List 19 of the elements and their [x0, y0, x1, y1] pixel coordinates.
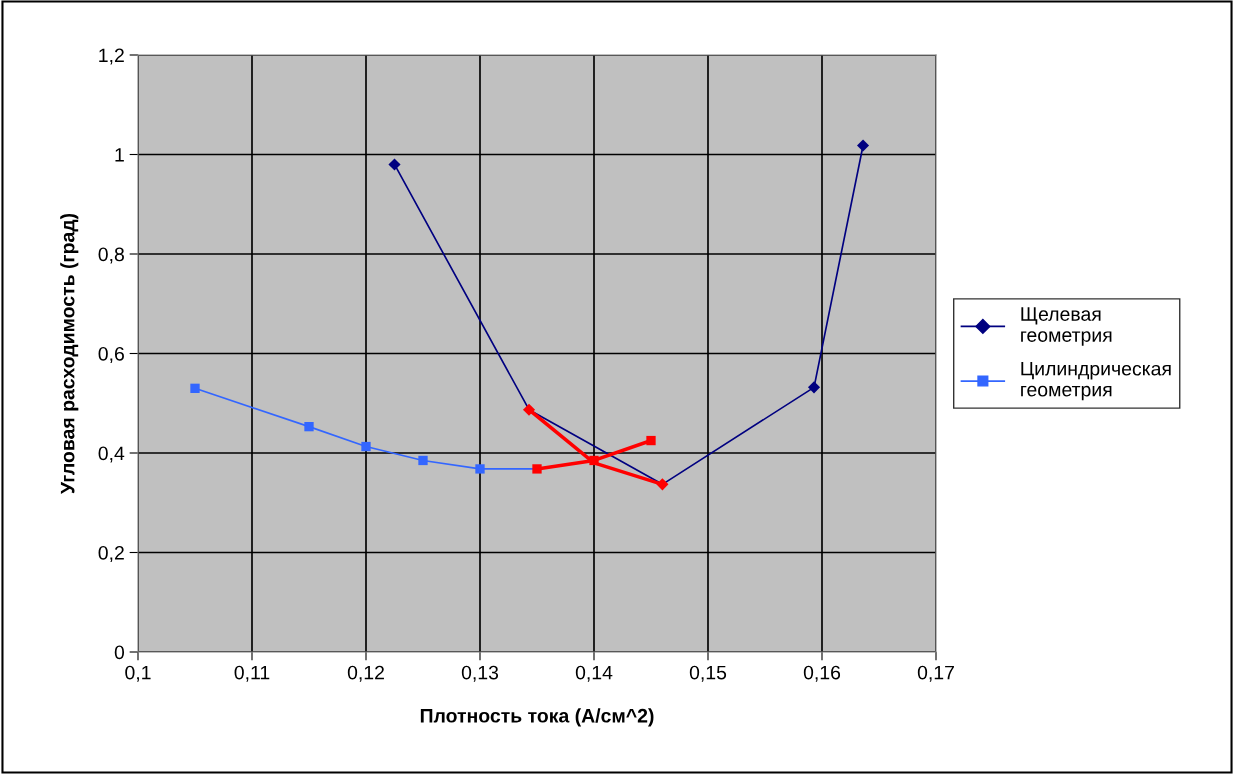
x-tick-label: 0,12 — [347, 665, 384, 682]
x-tick-label: 0,1 — [125, 665, 151, 682]
y-axis-title: Угловая расходимость (град) — [60, 213, 79, 495]
x-tick-label: 0,15 — [689, 665, 727, 682]
legend-label: Цилиндрическая геометрия — [1021, 361, 1171, 401]
x-tick-label: 0,11 — [234, 665, 270, 682]
y-tick-label: 0,8 — [98, 247, 124, 264]
x-tick-label: 0,14 — [575, 665, 613, 682]
y-tick-label: 0,2 — [98, 545, 124, 563]
y-tick-label: 1 — [115, 148, 124, 162]
x-axis-title: Плотность тока (А/см^2) — [420, 708, 654, 727]
y-tick-label: 0,4 — [98, 446, 125, 463]
x-tick-label: 0,13 — [461, 665, 499, 682]
legend-label: Щелевая геометрия — [1021, 307, 1112, 346]
x-tick-label: 0,17 — [917, 665, 954, 682]
y-tick-label: 1,2 — [99, 48, 124, 65]
y-tick-label: 0 — [114, 645, 125, 660]
y-tick-label: 0,6 — [98, 346, 124, 364]
x-tick-label: 0,16 — [803, 665, 841, 682]
